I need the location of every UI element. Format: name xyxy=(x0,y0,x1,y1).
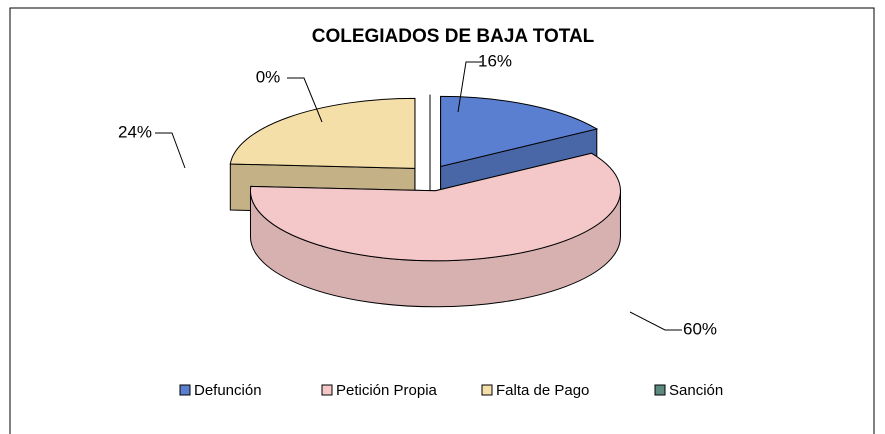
leader-line xyxy=(457,61,482,113)
slice xyxy=(229,97,416,169)
legend-label: Sanción xyxy=(669,382,723,399)
chart-title: COLEGIADOS DE BAJA TOTAL xyxy=(312,26,595,47)
legend-swatch xyxy=(481,384,493,396)
legend-label: Falta de Pago xyxy=(496,382,589,399)
legend-swatch xyxy=(654,384,666,396)
slice xyxy=(440,95,599,168)
data-label: 60% xyxy=(683,319,717,338)
legend-swatch xyxy=(179,384,191,396)
leader-line xyxy=(155,132,186,169)
data-label: 0% xyxy=(256,67,281,86)
slice xyxy=(249,152,621,262)
data-label: 16% xyxy=(478,51,512,70)
legend-label: Petición Propia xyxy=(336,382,438,399)
leader-line xyxy=(629,311,682,331)
legend-swatch xyxy=(321,384,333,396)
data-label: 24% xyxy=(118,122,152,141)
legend-label: Defunción xyxy=(194,382,262,399)
leader-line xyxy=(287,77,323,123)
